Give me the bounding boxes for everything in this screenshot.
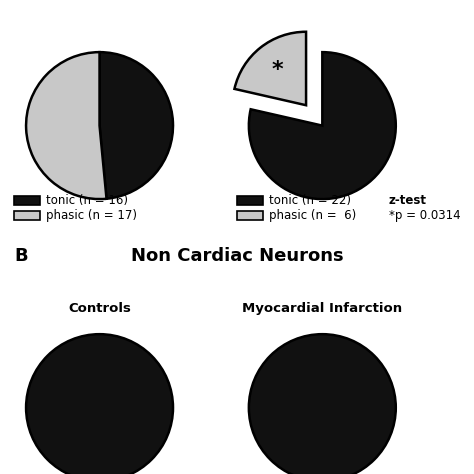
Text: Non Cardiac Neurons: Non Cardiac Neurons — [131, 247, 343, 265]
Text: Myocardial Infarction: Myocardial Infarction — [242, 301, 402, 315]
Text: tonic (n = 16): tonic (n = 16) — [46, 194, 128, 207]
FancyBboxPatch shape — [14, 196, 40, 205]
FancyBboxPatch shape — [14, 211, 40, 220]
Circle shape — [26, 334, 173, 474]
Text: *p = 0.0314: *p = 0.0314 — [389, 209, 460, 222]
Wedge shape — [249, 52, 396, 199]
Wedge shape — [100, 52, 173, 199]
Text: phasic (n = 17): phasic (n = 17) — [46, 209, 137, 222]
Text: Controls: Controls — [68, 301, 131, 315]
FancyBboxPatch shape — [237, 211, 263, 220]
Text: z-test: z-test — [389, 194, 427, 207]
Text: phasic (n =  6): phasic (n = 6) — [269, 209, 356, 222]
FancyBboxPatch shape — [237, 196, 263, 205]
Text: tonic (n = 22): tonic (n = 22) — [269, 194, 351, 207]
Text: *: * — [272, 60, 283, 80]
Wedge shape — [26, 52, 107, 199]
Text: B: B — [14, 247, 28, 265]
Wedge shape — [235, 32, 306, 105]
Circle shape — [249, 334, 396, 474]
